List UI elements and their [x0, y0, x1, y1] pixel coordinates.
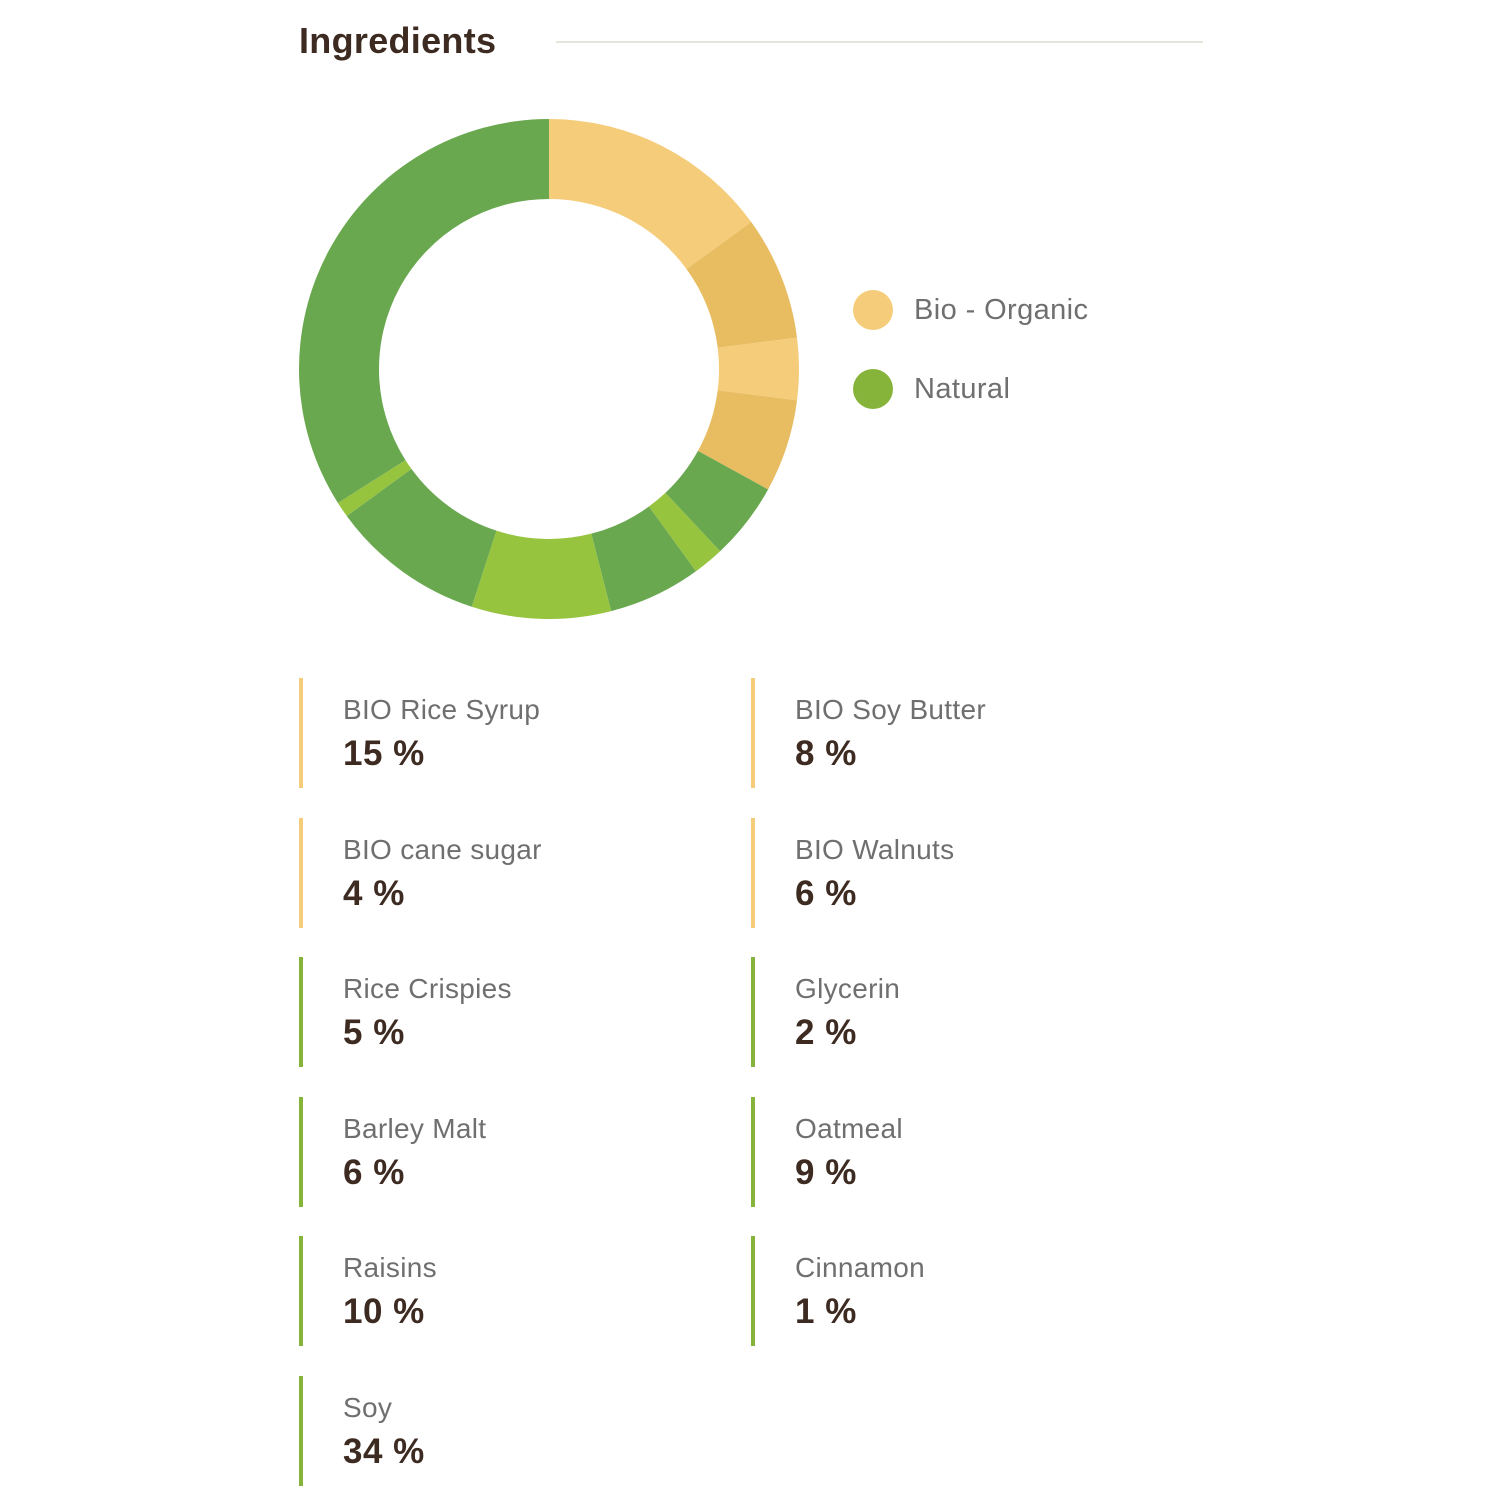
legend-label-organic: Bio - Organic — [914, 293, 1089, 326]
ingredient-item: Rice Crispies 5 % — [299, 957, 751, 1067]
ingredient-percent: 5 % — [343, 1013, 405, 1052]
donut-slices — [299, 119, 799, 619]
ingredient-percent: 4 % — [343, 873, 405, 913]
ingredient-name: BIO cane sugar — [343, 833, 542, 865]
donut-slice-soy[interactable] — [299, 119, 549, 503]
legend-item-organic[interactable]: Bio - Organic — [853, 290, 1088, 330]
ingredient-item: Barley Malt 6 % — [299, 1096, 751, 1207]
ingredient-item: BIO Walnuts 6 % — [751, 817, 1203, 928]
legend-label-natural: Natural — [914, 372, 1011, 405]
ingredient-percent: 15 % — [343, 734, 425, 773]
donut-slice-bio-walnuts[interactable] — [697, 390, 798, 490]
ingredient-item: Oatmeal 9 % — [751, 1096, 1203, 1207]
section-title: Ingredients — [299, 20, 497, 61]
donut-slice-bio-soy-butter[interactable] — [686, 222, 798, 348]
ingredient-name: Soy — [343, 1391, 393, 1423]
donut-slice-raisins[interactable] — [346, 468, 497, 607]
ingredient-item: Cinnamon 1 % — [751, 1236, 1203, 1346]
ingredients-donut-chart — [299, 119, 799, 619]
ingredient-item: BIO Rice Syrup 15 % — [299, 678, 751, 788]
ingredient-percent: 2 % — [795, 1013, 857, 1052]
chart-legend: Bio - Organic Natural — [853, 290, 1088, 448]
donut-slice-bio-rice-syrup[interactable] — [549, 119, 752, 270]
donut-slice-bio-cane-sugar[interactable] — [717, 337, 799, 401]
ingredient-name: BIO Walnuts — [795, 833, 955, 865]
ingredient-item: BIO Soy Butter 8 % — [751, 678, 1203, 788]
ingredient-name: Oatmeal — [795, 1112, 903, 1144]
donut-slice-barley-malt[interactable] — [591, 506, 696, 612]
ingredient-name: Glycerin — [795, 973, 901, 1004]
title-divider — [556, 41, 1203, 43]
ingredient-item: Raisins 10 % — [299, 1236, 751, 1346]
ingredient-list: BIO Rice Syrup 15 % BIO Soy Butter 8 % B… — [299, 678, 1203, 1486]
donut-slice-glycerin[interactable] — [648, 492, 721, 572]
ingredient-percent: 8 % — [795, 734, 857, 773]
ingredient-name: Raisins — [343, 1252, 437, 1283]
ingredient-name: Rice Crispies — [343, 973, 512, 1004]
ingredient-item: Glycerin 2 % — [751, 957, 1203, 1067]
ingredient-percent: 6 % — [343, 1152, 405, 1192]
ingredient-percent: 10 % — [343, 1292, 425, 1331]
ingredient-percent: 6 % — [795, 873, 857, 913]
donut-slice-rice-crispies[interactable] — [665, 450, 769, 552]
ingredient-name: BIO Rice Syrup — [343, 694, 541, 725]
ingredient-name: Barley Malt — [343, 1112, 487, 1144]
ingredient-percent: 9 % — [795, 1152, 857, 1192]
ingredient-percent: 34 % — [343, 1431, 425, 1471]
ingredient-name: Cinnamon — [795, 1252, 926, 1283]
ingredient-item: Soy 34 % — [299, 1375, 751, 1486]
legend-item-natural[interactable]: Natural — [853, 369, 1088, 409]
donut-slice-cinnamon[interactable] — [337, 460, 412, 516]
ingredient-item: BIO cane sugar 4 % — [299, 817, 751, 928]
legend-swatch-natural — [853, 369, 893, 409]
ingredient-percent: 1 % — [795, 1292, 857, 1331]
ingredient-name: BIO Soy Butter — [795, 694, 986, 725]
legend-swatch-organic — [853, 290, 893, 330]
donut-slice-oatmeal[interactable] — [471, 530, 612, 619]
